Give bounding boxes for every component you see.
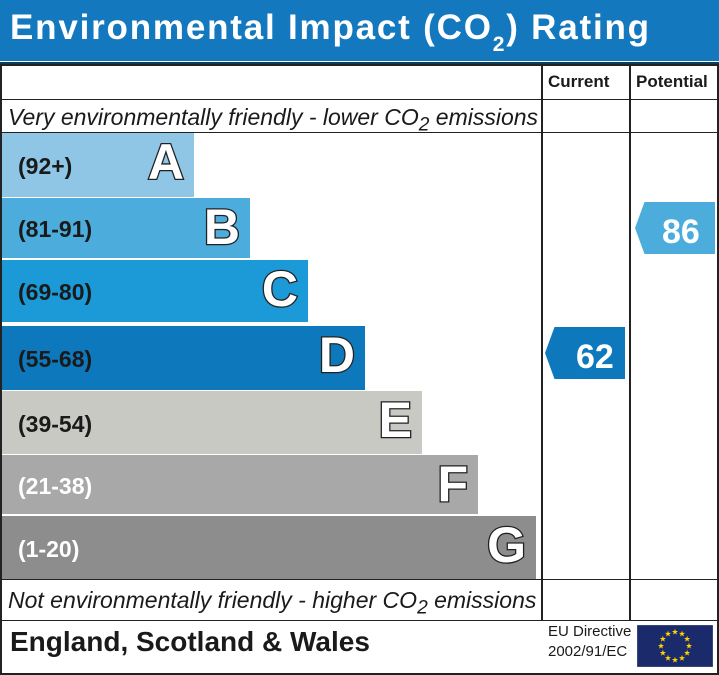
svg-text:D: D <box>319 327 355 382</box>
svg-text:F: F <box>437 456 468 511</box>
svg-text:A: A <box>148 134 184 189</box>
svg-text:B: B <box>204 199 240 254</box>
svg-text:E: E <box>379 392 412 447</box>
svg-text:C: C <box>262 261 298 316</box>
svg-text:G: G <box>487 517 526 572</box>
svg-text:62: 62 <box>576 338 614 376</box>
svg-text:86: 86 <box>662 213 700 251</box>
